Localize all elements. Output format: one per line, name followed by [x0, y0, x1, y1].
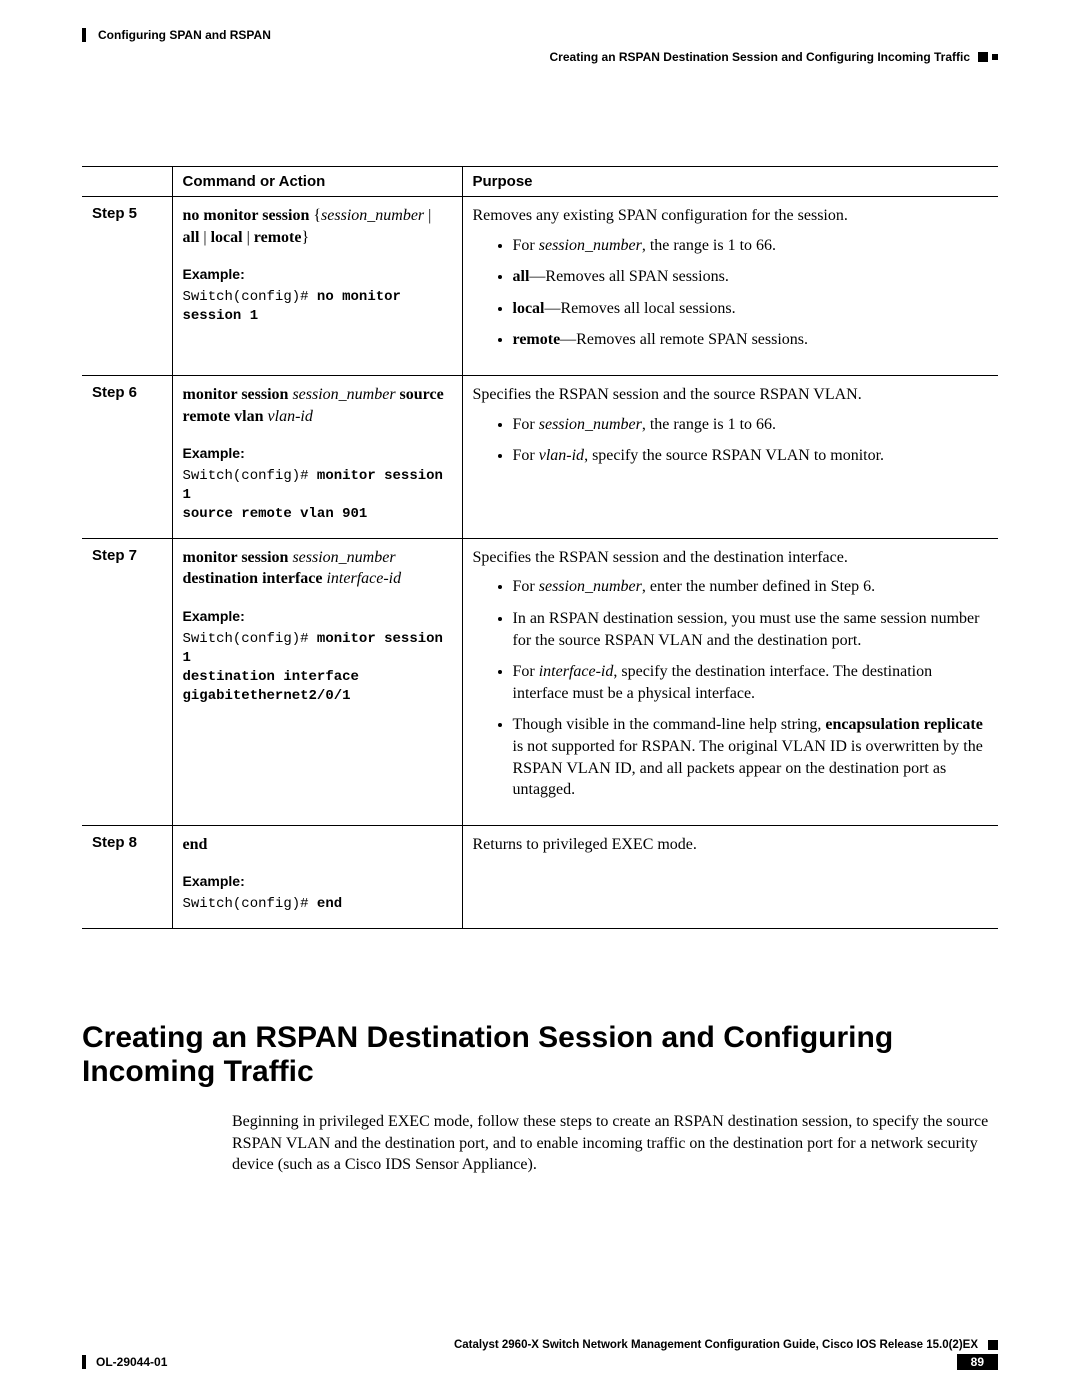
section-title-small: Creating an RSPAN Destination Session an…: [550, 50, 970, 64]
chapter-title: Configuring SPAN and RSPAN: [98, 28, 271, 42]
steps-table: Command or Action Purpose Step 5 no moni…: [82, 166, 998, 929]
purpose-list-item: For vlan-id, specify the source RSPAN VL…: [513, 445, 989, 467]
purpose-intro: Specifies the RSPAN session and the sour…: [473, 384, 989, 406]
table-header-step: [82, 167, 172, 197]
table-header-command: Command or Action: [172, 167, 462, 197]
page-footer: Catalyst 2960-X Switch Network Managemen…: [82, 1339, 998, 1373]
footer-doc-id: OL-29044-01: [96, 1355, 167, 1369]
purpose-list: For session_number, the range is 1 to 66…: [513, 414, 989, 467]
header-marker-left: [82, 28, 86, 42]
purpose-list: For session_number, the range is 1 to 66…: [513, 235, 989, 351]
step-label: Step 6: [92, 384, 137, 401]
purpose-intro: Returns to privileged EXEC mode.: [473, 834, 989, 856]
footer-marker-icon: [988, 1340, 998, 1350]
purpose-list-item: local—Removes all local sessions.: [513, 298, 989, 320]
example-code: Switch(config)# no monitor session 1: [183, 288, 452, 326]
command-text: monitor session session_number destinati…: [183, 547, 452, 590]
purpose-list-item: Though visible in the command-line help …: [513, 714, 989, 800]
example-label: Example:: [183, 445, 452, 461]
purpose-list-item: For session_number, the range is 1 to 66…: [513, 235, 989, 257]
table-row: Step 7 monitor session session_number de…: [82, 538, 998, 825]
example-code: Switch(config)# monitor session 1 destin…: [183, 630, 452, 706]
purpose-list-item: remote—Removes all remote SPAN sessions.: [513, 329, 989, 351]
purpose-list-item: all—Removes all SPAN sessions.: [513, 266, 989, 288]
command-text: end: [183, 834, 452, 856]
step-label: Step 8: [92, 834, 137, 851]
step-label: Step 7: [92, 547, 137, 564]
step-label: Step 5: [92, 205, 137, 222]
header-marker-right: [978, 52, 998, 62]
command-text: no monitor session {session_number | all…: [183, 205, 452, 248]
example-label: Example:: [183, 266, 452, 282]
purpose-list: For session_number, enter the number def…: [513, 576, 989, 800]
purpose-list-item: In an RSPAN destination session, you mus…: [513, 608, 989, 651]
table-row: Step 6 monitor session session_number so…: [82, 375, 998, 538]
purpose-intro: Removes any existing SPAN configuration …: [473, 205, 989, 227]
purpose-list-item: For session_number, the range is 1 to 66…: [513, 414, 989, 436]
example-label: Example:: [183, 873, 452, 889]
purpose-intro: Specifies the RSPAN session and the dest…: [473, 547, 989, 569]
example-code: Switch(config)# end: [183, 895, 452, 914]
footer-guide-title: Catalyst 2960-X Switch Network Managemen…: [454, 1339, 978, 1351]
purpose-list-item: For session_number, enter the number def…: [513, 576, 989, 598]
section-intro: Beginning in privileged EXEC mode, follo…: [232, 1111, 998, 1176]
command-text: monitor session session_number source re…: [183, 384, 452, 427]
footer-page-number: 89: [957, 1354, 998, 1370]
table-header-purpose: Purpose: [462, 167, 998, 197]
table-row: Step 8 end Example: Switch(config)# end …: [82, 825, 998, 928]
section-heading: Creating an RSPAN Destination Session an…: [82, 1021, 998, 1089]
example-label: Example:: [183, 608, 452, 624]
footer-marker-left: [82, 1355, 86, 1369]
purpose-list-item: For interface-id, specify the destinatio…: [513, 661, 989, 704]
table-row: Step 5 no monitor session {session_numbe…: [82, 197, 998, 376]
example-code: Switch(config)# monitor session 1 source…: [183, 467, 452, 524]
page-header: Configuring SPAN and RSPAN Creating an R…: [82, 28, 998, 58]
